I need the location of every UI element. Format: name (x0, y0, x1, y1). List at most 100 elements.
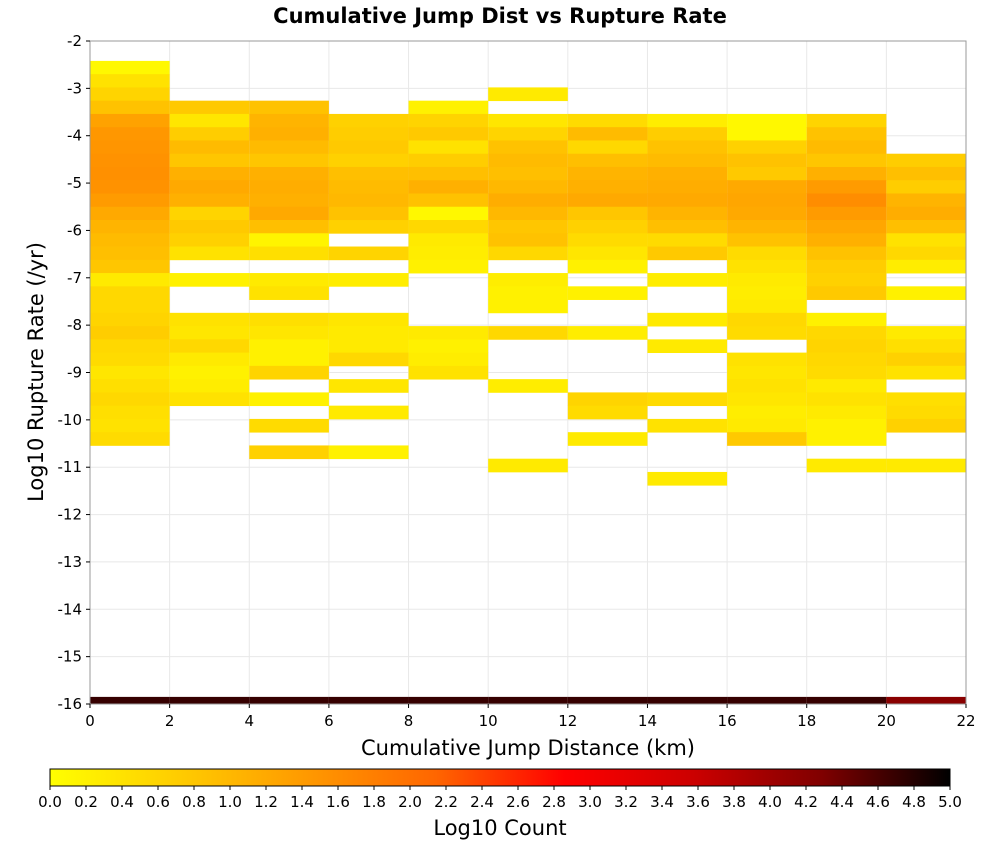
heatmap-cell (169, 233, 250, 247)
x-axis-ticks: 0 2 4 6 8 10 12 14 16 18 20 22 (85, 704, 976, 730)
heatmap-cell (249, 127, 329, 141)
colorbar-tick-label: 3.6 (686, 793, 710, 811)
heatmap-cell (90, 259, 170, 274)
heatmap-cell (806, 193, 887, 208)
heatmap-cell (886, 246, 966, 261)
heatmap-cell-bottom (169, 696, 250, 704)
heatmap-cell (169, 166, 250, 181)
heatmap-cell (249, 418, 329, 433)
y-tick-label: -6 (67, 221, 82, 239)
heatmap-cell (567, 233, 648, 247)
heatmap-cell (169, 273, 250, 287)
heatmap-cell (567, 206, 648, 221)
colorbar-tick-label: 1.6 (326, 793, 350, 811)
x-tick-label: 20 (877, 712, 896, 730)
heatmap-cell (567, 220, 648, 234)
colorbar-tick-label: 4.8 (902, 793, 926, 811)
heatmap-cell (727, 113, 807, 128)
colorbar-tick-label: 3.8 (722, 793, 746, 811)
heatmap-cell (806, 220, 887, 234)
heatmap-cell (328, 273, 409, 287)
heatmap-cell (249, 286, 329, 300)
heatmap-cell (169, 100, 250, 115)
heatmap-cell (727, 286, 807, 300)
heatmap-cell (90, 140, 170, 155)
heatmap-cell (567, 193, 648, 208)
heatmap-cell (249, 220, 329, 234)
heatmap-cell (806, 127, 887, 141)
heatmap-cell (90, 352, 170, 367)
x-tick-label: 10 (479, 712, 498, 730)
colorbar-tick-label: 4.2 (794, 793, 818, 811)
heatmap-cell-bottom (727, 696, 807, 704)
heatmap-cell (886, 180, 966, 194)
heatmap-cell (90, 193, 170, 208)
heatmap-cell (727, 299, 807, 314)
y-axis-label: Log10 Rupture Rate (/yr) (24, 242, 48, 502)
heatmap-cell (328, 326, 409, 340)
heatmap-cell (806, 273, 887, 287)
y-tick-label: -10 (58, 411, 83, 429)
heatmap-cell (806, 246, 887, 261)
heatmap-cell (727, 180, 807, 194)
heatmap-cell (806, 153, 887, 168)
y-tick-label: -7 (67, 269, 82, 287)
heatmap-cell (488, 379, 568, 393)
heatmap-cell (249, 273, 329, 287)
heatmap-cell (567, 140, 648, 155)
heatmap-cell (90, 418, 170, 433)
heatmap-cell (727, 140, 807, 155)
heatmap-cell (727, 233, 807, 247)
y-tick-label: -4 (67, 127, 82, 145)
heatmap-cell (90, 153, 170, 168)
heatmap-cell (249, 153, 329, 168)
colorbar-tick-label: 5.0 (938, 793, 962, 811)
heatmap-cell (647, 166, 728, 181)
heatmap-cell (727, 193, 807, 208)
heatmap-cell (886, 392, 966, 407)
heatmap-cell (328, 220, 409, 234)
colorbar-tick-label: 0.0 (38, 793, 62, 811)
heatmap-cell (488, 273, 568, 287)
heatmap-cell (169, 352, 250, 367)
heatmap-cell (567, 326, 648, 340)
heatmap-cell (488, 326, 568, 340)
x-tick-label: 0 (85, 712, 95, 730)
heatmap-cell (647, 418, 728, 433)
heatmap-cell (328, 379, 409, 393)
heatmap-cell (169, 326, 250, 340)
heatmap-cell-bottom (647, 696, 728, 704)
heatmap-cell (647, 246, 728, 261)
x-tick-label: 14 (638, 712, 657, 730)
heatmap-cell (647, 140, 728, 155)
heatmap-cell (488, 180, 568, 194)
heatmap-cell (886, 352, 966, 367)
heatmap-cell (328, 180, 409, 194)
heatmap-cell (488, 458, 568, 473)
heatmap-cell (408, 113, 489, 128)
x-tick-label: 2 (165, 712, 175, 730)
heatmap-cell (249, 445, 329, 460)
heatmap-cell (169, 180, 250, 194)
heatmap-cell (567, 259, 648, 274)
heatmap-cell (806, 352, 887, 367)
heatmap-cell (647, 339, 728, 354)
heatmap-cell (806, 405, 887, 420)
heatmap-cell (647, 180, 728, 194)
y-tick-label: -2 (67, 32, 82, 50)
heatmap-cell (328, 166, 409, 181)
heatmap-cell (90, 113, 170, 128)
colorbar-tick-label: 4.0 (758, 793, 782, 811)
x-axis-label: Cumulative Jump Distance (km) (361, 736, 695, 760)
heatmap-cell (727, 259, 807, 274)
heatmap-cell (886, 233, 966, 247)
heatmap-cell-bottom (90, 696, 170, 704)
heatmap-cell (408, 140, 489, 155)
heatmap-cell (886, 259, 966, 274)
heatmap-cell (567, 113, 648, 128)
heatmap-cell (328, 352, 409, 367)
heatmap-cell (249, 312, 329, 327)
heatmap-cell (567, 127, 648, 141)
heatmap-cell (727, 206, 807, 221)
heatmap-cell (249, 233, 329, 247)
